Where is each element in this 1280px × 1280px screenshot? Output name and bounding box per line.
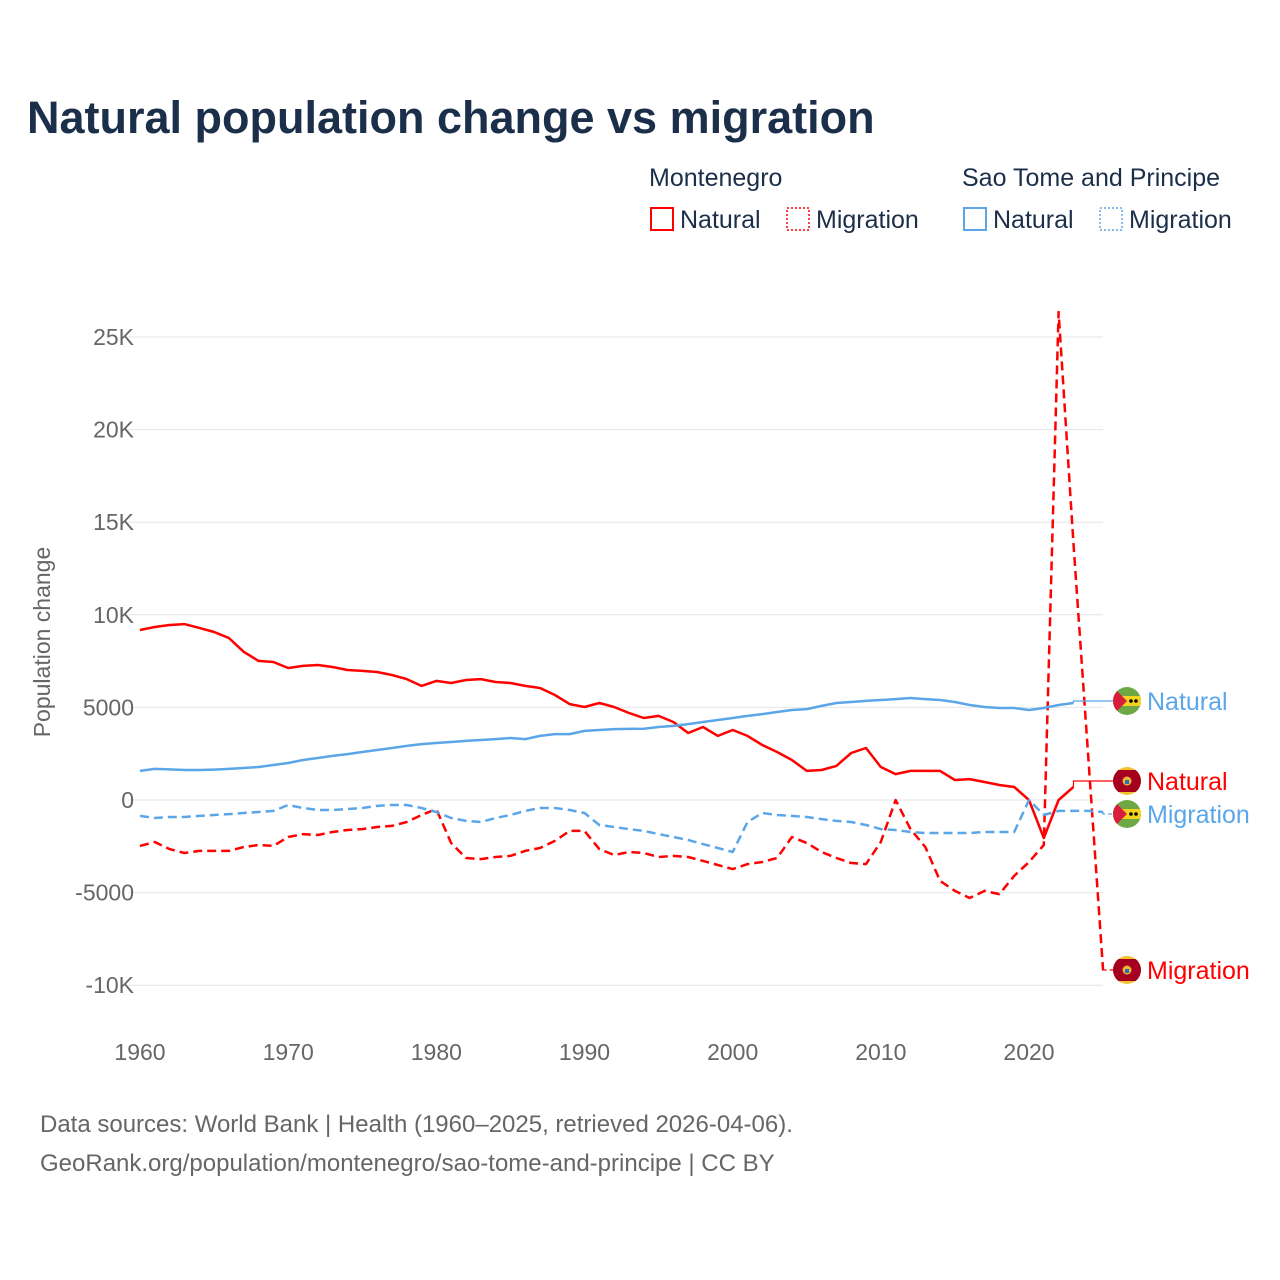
sao-tome-flag-icon bbox=[1113, 800, 1141, 828]
legend-swatch-montenegro-natural bbox=[650, 207, 674, 231]
x-tick-label: 1970 bbox=[263, 1039, 314, 1065]
montenegro-flag-icon bbox=[1113, 956, 1141, 984]
end-label: Migration bbox=[1147, 801, 1250, 829]
legend-label-montenegro-migration[interactable]: Migration bbox=[816, 206, 919, 234]
legend-group-sao-tome: Sao Tome and Principe bbox=[962, 164, 1220, 192]
sao-tome-flag-icon bbox=[1113, 687, 1141, 715]
end-label: Natural bbox=[1147, 768, 1228, 796]
chart-title: Natural population change vs migration bbox=[27, 92, 875, 143]
y-tick-label: 20K bbox=[93, 417, 135, 443]
series-line-sao-tome-and-principe-migration[interactable] bbox=[139, 798, 1104, 854]
series-line-montenegro-natural[interactable] bbox=[139, 622, 1075, 840]
legend-swatch-sao-tome-migration bbox=[1099, 207, 1123, 231]
y-tick-label: 10K bbox=[93, 602, 135, 628]
y-tick-label: -10K bbox=[85, 972, 134, 998]
label-connector bbox=[1072, 780, 1113, 788]
source-note: Data sources: World Bank | Health (1960–… bbox=[40, 1111, 793, 1138]
legend: Montenegro Natural Migration Sao Tome an… bbox=[649, 164, 1232, 234]
label-connector bbox=[1102, 812, 1113, 815]
legend-label-montenegro-natural[interactable]: Natural bbox=[680, 206, 761, 234]
y-tick-label: -5000 bbox=[75, 880, 134, 906]
x-tick-label: 2010 bbox=[855, 1039, 906, 1065]
legend-group-montenegro: Montenegro bbox=[649, 164, 782, 192]
y-axis-label: Population change bbox=[29, 547, 55, 738]
legend-label-sao-tome-natural[interactable]: Natural bbox=[993, 206, 1074, 234]
y-tick-label: 5000 bbox=[83, 694, 134, 720]
x-tick-label: 2000 bbox=[707, 1039, 758, 1065]
y-axis-ticks: 25K 20K 15K 10K 5000 0 -5000 -10K bbox=[75, 324, 134, 998]
x-tick-label: 2020 bbox=[1003, 1039, 1054, 1065]
y-tick-label: 0 bbox=[121, 787, 134, 813]
series-line-montenegro-migration[interactable] bbox=[139, 310, 1105, 971]
y-tick-label: 25K bbox=[93, 324, 135, 350]
label-connector bbox=[1072, 700, 1113, 703]
end-label: Migration bbox=[1147, 957, 1250, 985]
x-tick-label: 1980 bbox=[411, 1039, 462, 1065]
source-link[interactable]: GeoRank.org/population/montenegro/sao-to… bbox=[40, 1150, 775, 1177]
x-tick-label: 1960 bbox=[114, 1039, 165, 1065]
legend-swatch-montenegro-migration bbox=[786, 207, 810, 231]
montenegro-flag-icon bbox=[1113, 767, 1141, 795]
end-label: Natural bbox=[1147, 688, 1228, 716]
series-lines bbox=[139, 310, 1105, 971]
x-axis-ticks: 1960 1970 1980 1990 2000 2010 2020 bbox=[114, 1039, 1054, 1065]
legend-label-sao-tome-migration[interactable]: Migration bbox=[1129, 206, 1232, 234]
y-tick-label: 15K bbox=[93, 509, 135, 535]
legend-swatch-sao-tome-natural bbox=[963, 207, 987, 231]
x-tick-label: 1990 bbox=[559, 1039, 610, 1065]
end-labels: Natural Migration Natural Migration bbox=[1072, 687, 1250, 985]
series-line-sao-tome-and-principe-natural[interactable] bbox=[139, 696, 1074, 773]
